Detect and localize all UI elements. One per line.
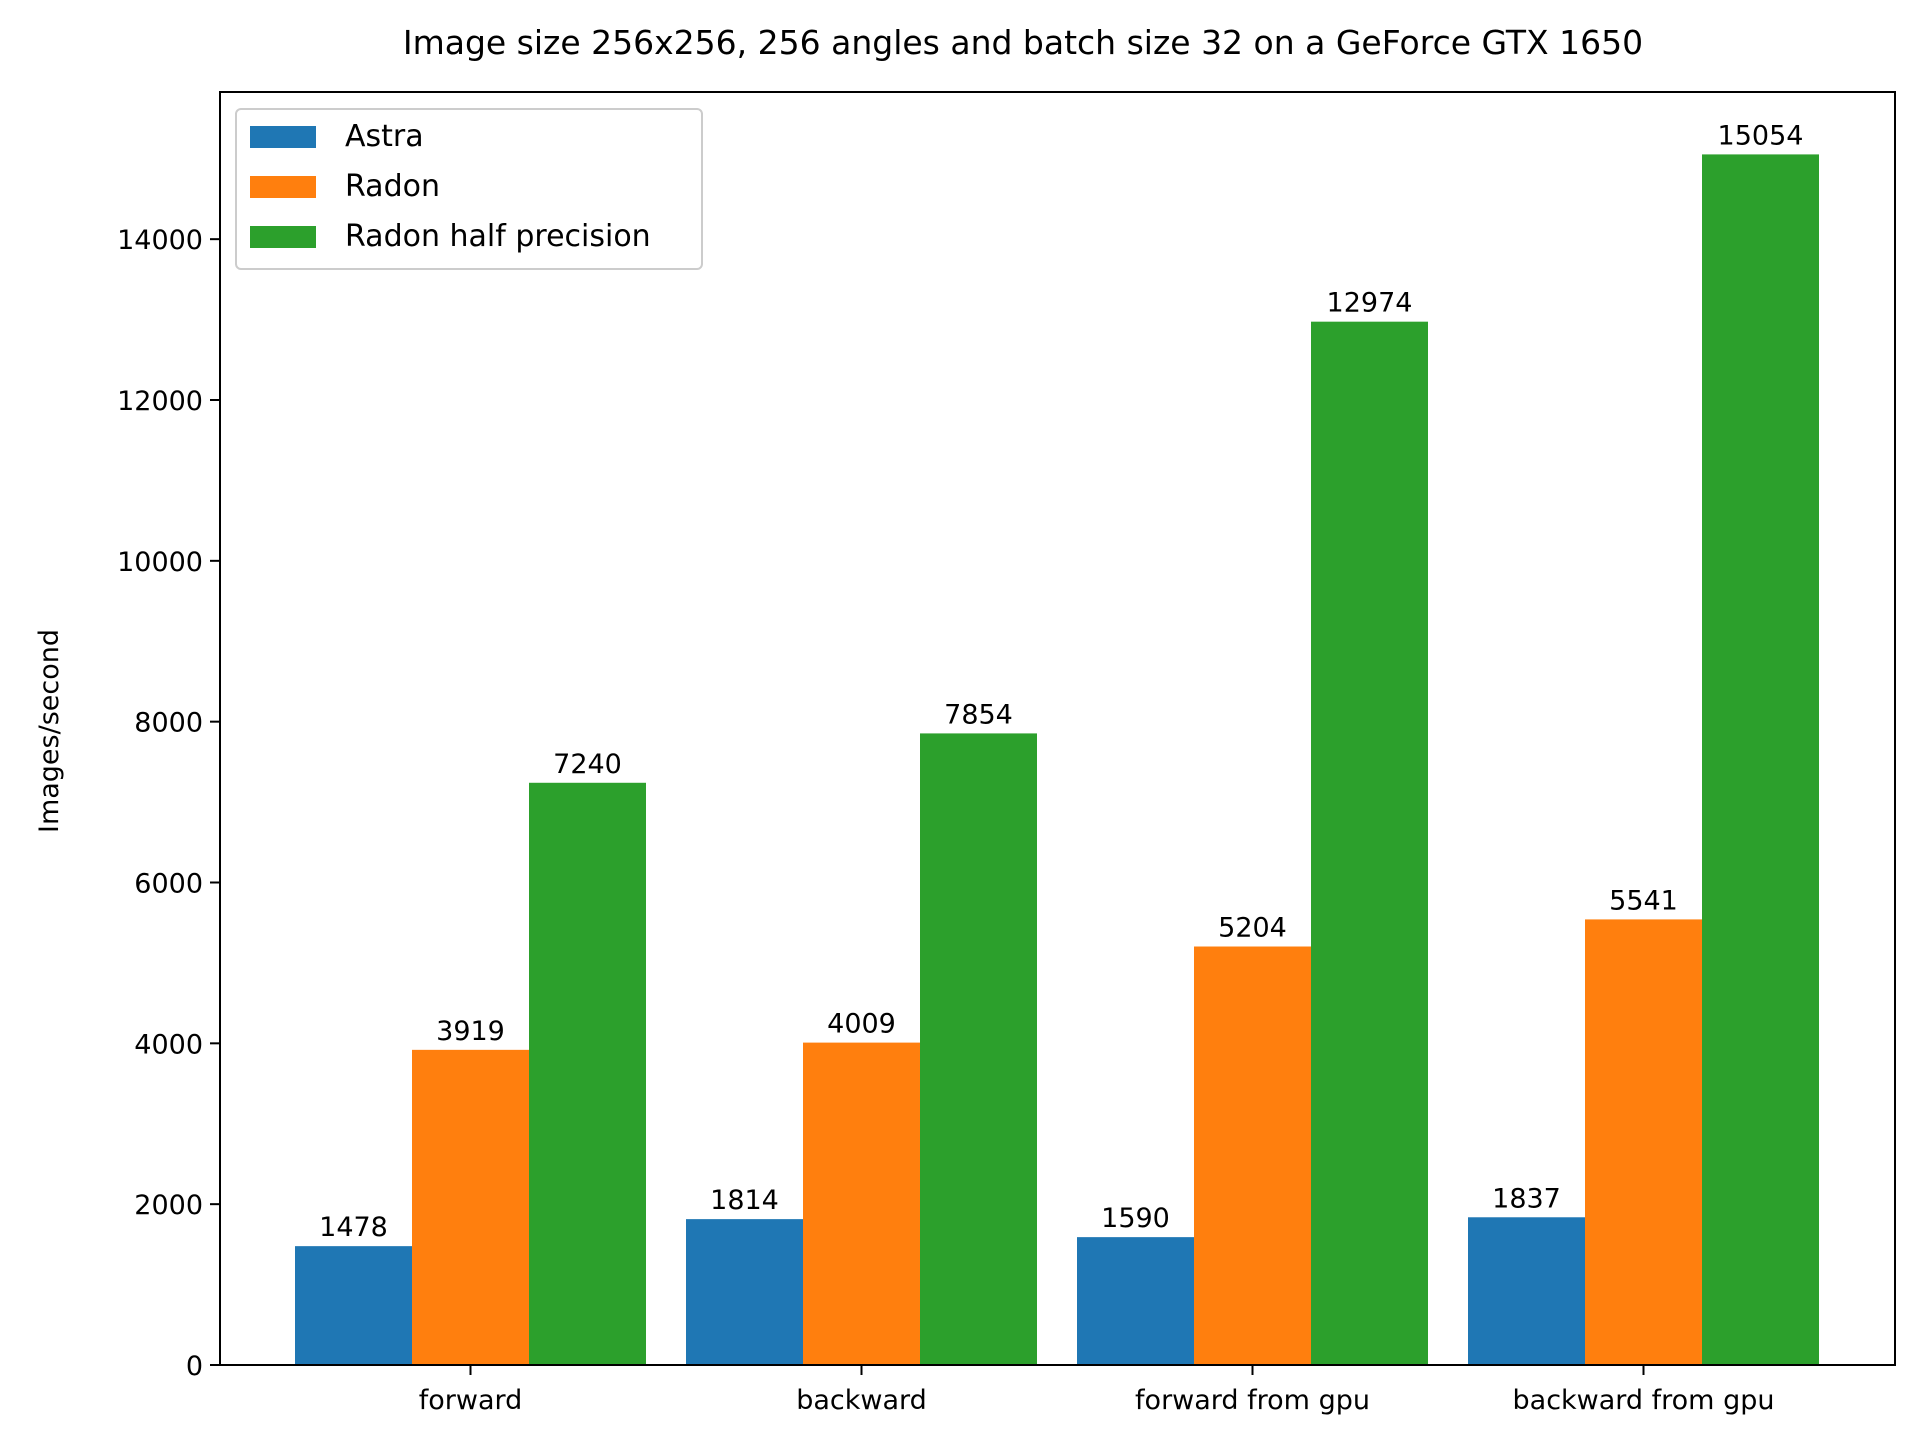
y-tick-label: 4000	[134, 1029, 203, 1060]
bar-backward-radon-half-precision	[920, 733, 1037, 1365]
y-tick-label: 8000	[134, 708, 203, 739]
bar-backward-astra	[686, 1219, 803, 1365]
legend-label: Radon half precision	[345, 219, 651, 254]
x-tick-label: backward	[796, 1385, 927, 1416]
y-tick-label: 14000	[117, 225, 203, 256]
bar-value-label: 7240	[553, 749, 622, 780]
y-tick-label: 10000	[117, 547, 203, 578]
bar-forward-from-gpu-radon	[1194, 946, 1311, 1365]
y-tick-label: 12000	[117, 386, 203, 417]
bar-backward-radon	[803, 1042, 920, 1365]
bar-value-label: 1478	[319, 1212, 388, 1243]
bar-forward-from-gpu-astra	[1077, 1237, 1194, 1365]
bar-value-label: 1590	[1101, 1203, 1170, 1234]
bar-forward-from-gpu-radon-half-precision	[1311, 321, 1428, 1365]
bar-value-label: 15054	[1718, 120, 1804, 151]
legend-swatch	[250, 226, 316, 248]
plot-area: 1478 1814 1590 1837 3919 4009 5204 5541 7240 7854…	[117, 91, 1896, 1416]
legend-swatch	[250, 176, 316, 198]
legend: Astra Radon Radon half precision	[235, 108, 703, 270]
bar-forward-radon	[412, 1049, 529, 1365]
bar-value-label: 5541	[1609, 885, 1678, 916]
x-tick-label: backward from gpu	[1513, 1385, 1775, 1416]
legend-box	[235, 108, 703, 270]
y-tick-label: 2000	[134, 1190, 203, 1221]
bar-value-label: 3919	[436, 1016, 505, 1047]
x-tick-label: forward	[419, 1385, 523, 1416]
plot-frame	[219, 91, 1896, 1366]
bar-forward-astra	[295, 1246, 412, 1365]
bar-value-label: 1814	[710, 1185, 779, 1216]
bar-backward-from-gpu-astra	[1468, 1217, 1585, 1365]
bar-value-label: 4009	[827, 1009, 896, 1040]
bar-value-label: 7854	[944, 699, 1013, 730]
bar-value-label: 5204	[1218, 913, 1287, 944]
chart-title: Image size 256x256, 256 angles and batch…	[403, 23, 1643, 62]
bar-forward-radon-half-precision	[529, 782, 646, 1365]
bar-value-label: 12974	[1327, 288, 1413, 319]
legend-swatch	[250, 126, 316, 148]
y-axis-label: Images/second	[34, 629, 65, 833]
x-tick-label: forward from gpu	[1135, 1385, 1370, 1416]
bar-value-label: 1837	[1492, 1183, 1561, 1214]
legend-label: Astra	[345, 119, 424, 154]
bar-backward-from-gpu-radon-half-precision	[1702, 154, 1819, 1365]
y-tick-label: 6000	[134, 868, 203, 899]
y-tick-label: 0	[186, 1351, 203, 1382]
bar-backward-from-gpu-radon	[1585, 919, 1702, 1365]
legend-label: Radon	[345, 169, 440, 204]
